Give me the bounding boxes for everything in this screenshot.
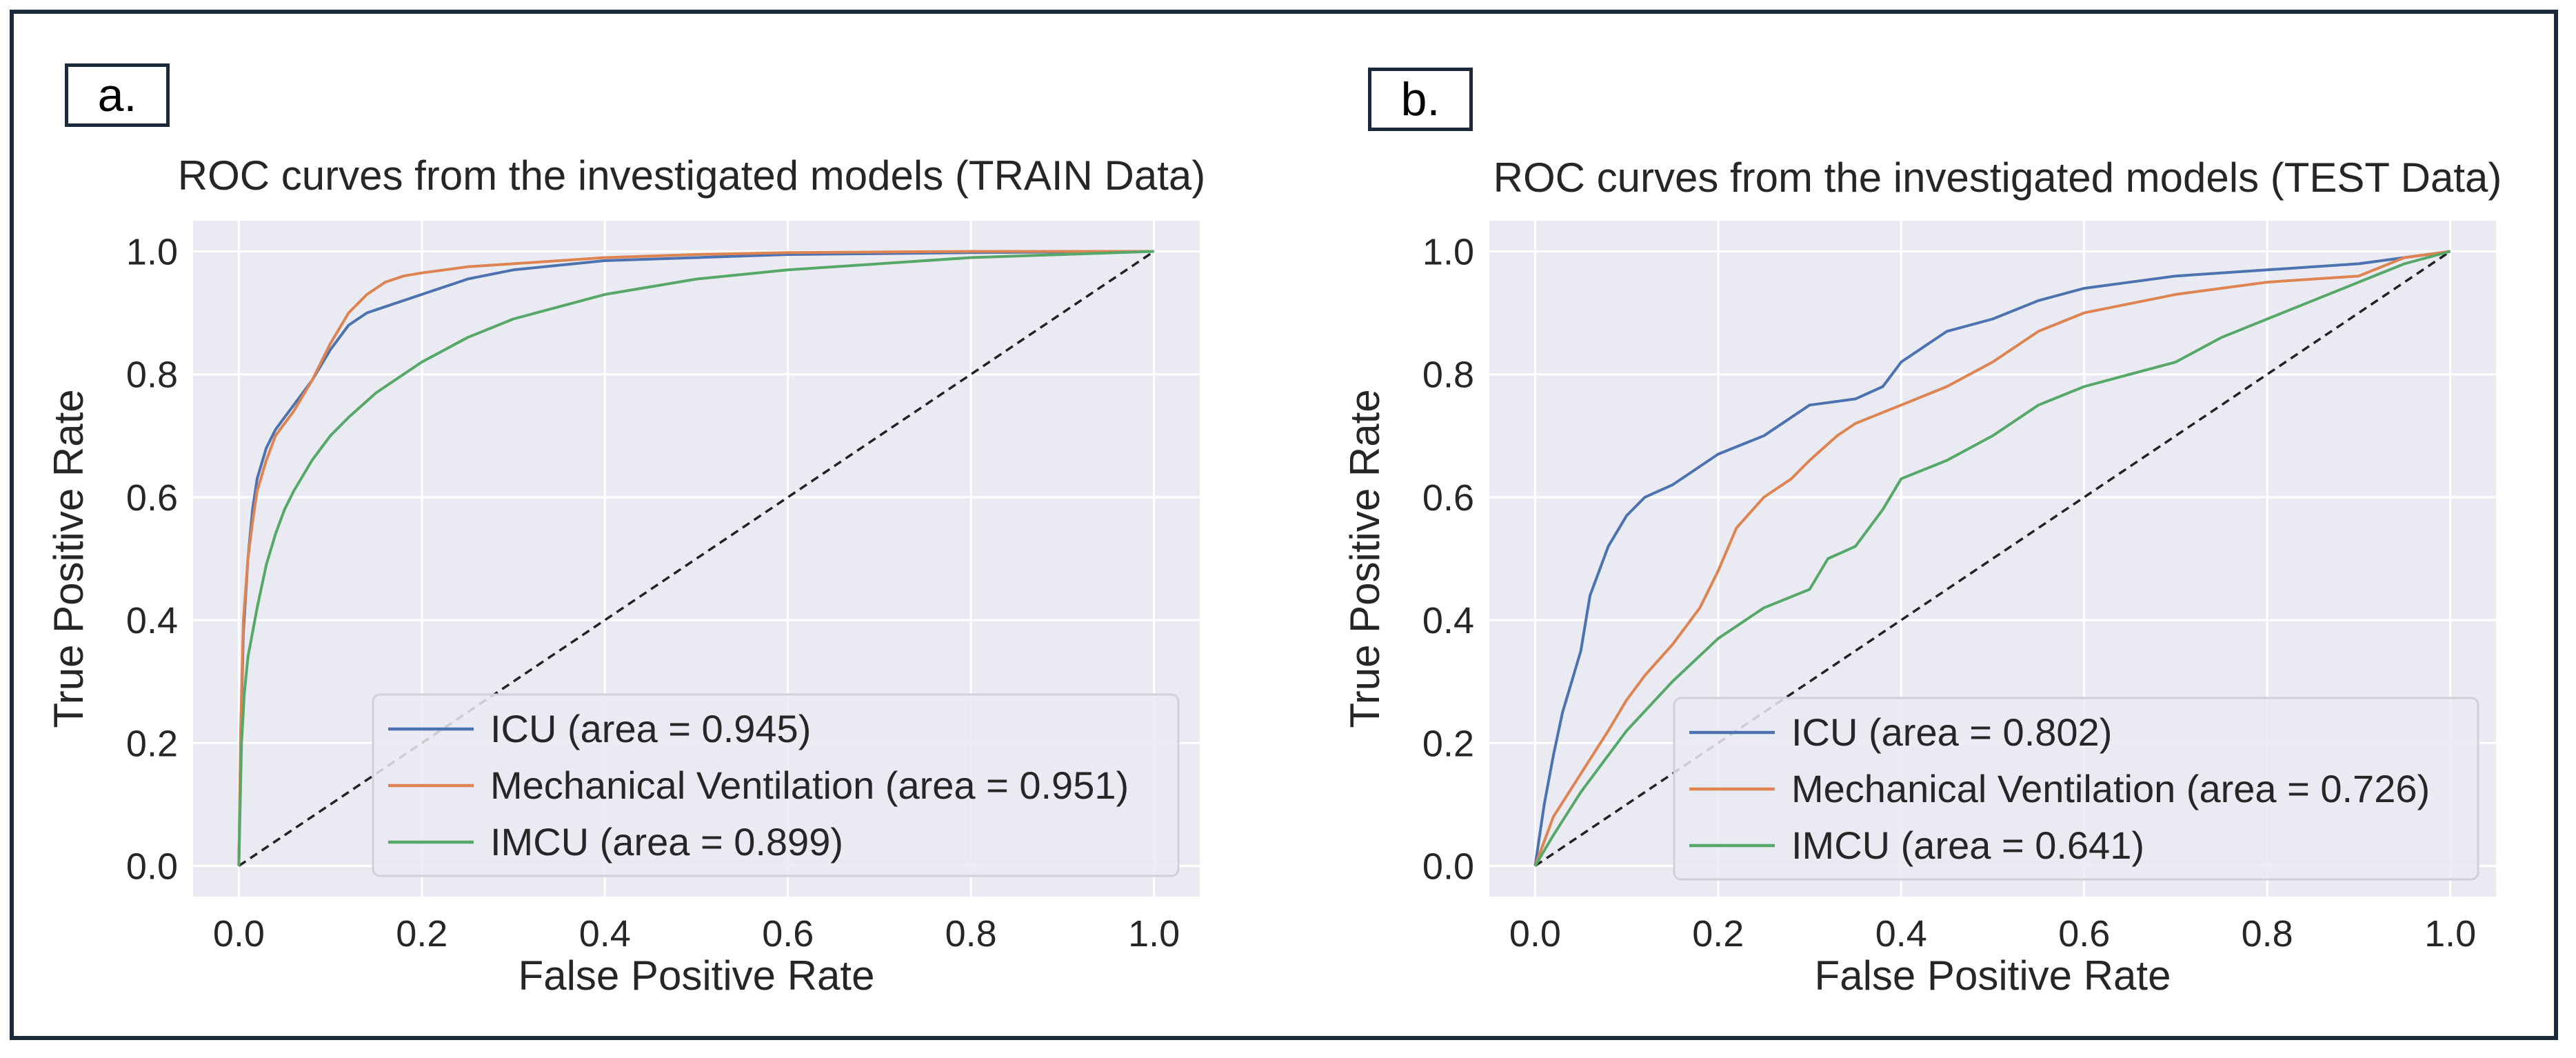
- figure-border: [10, 10, 2558, 1040]
- roc-curve-a-2: [237, 250, 1154, 866]
- x-tick-label-b: 0.8: [2242, 913, 2293, 955]
- x-tick-label-a: 1.0: [1128, 913, 1180, 955]
- y-tick-label-b: 0.2: [1422, 723, 1474, 764]
- y-tick-label-a: 0.6: [126, 477, 178, 519]
- x-tick-label-b: 0.6: [2058, 913, 2110, 955]
- chart-title-b: ROC curves from the investigated models …: [1493, 154, 2502, 201]
- y-tick-label-a: 0.8: [126, 355, 178, 396]
- y-tick-label-a: 0.4: [126, 600, 178, 641]
- x-tick-label-b: 0.0: [1509, 913, 1561, 955]
- y-axis-label-a: True Positive Rate: [46, 389, 92, 728]
- roc-curve-b-1: [1533, 250, 2451, 867]
- legend-label-b-2: IMCU (area = 0.641): [1791, 824, 2144, 867]
- panel-label-b: b.: [1368, 68, 1473, 131]
- legend-label-a-1: Mechanical Ventilation (area = 0.951): [490, 763, 1129, 807]
- legend-box-a: [372, 693, 1180, 877]
- y-tick-label-b: 0.8: [1422, 355, 1474, 396]
- x-axis-label-b: False Positive Rate: [1815, 952, 2171, 999]
- legend-box-b: [1673, 697, 2479, 881]
- roc-curve-a-1: [237, 250, 1154, 866]
- x-tick-label-a: 0.0: [213, 913, 265, 955]
- x-tick-label-a: 0.4: [579, 913, 631, 955]
- x-tick-label-b: 0.2: [1692, 913, 1744, 955]
- legend-label-b-1: Mechanical Ventilation (area = 0.726): [1791, 767, 2430, 810]
- legend-label-a-2: IMCU (area = 0.899): [490, 820, 843, 864]
- y-tick-label-a: 1.0: [126, 232, 178, 273]
- x-tick-label-b: 0.4: [1875, 913, 1927, 955]
- x-tick-label-a: 0.8: [945, 913, 997, 955]
- x-tick-label-a: 0.2: [396, 913, 447, 955]
- chart-title-a: ROC curves from the investigated models …: [178, 152, 1205, 199]
- roc-curve-b-2: [1533, 250, 2451, 867]
- legend-label-b-0: ICU (area = 0.802): [1791, 710, 2112, 754]
- y-tick-label-a: 0.0: [126, 846, 178, 887]
- y-tick-label-b: 0.4: [1422, 600, 1474, 641]
- x-tick-label-a: 0.6: [762, 913, 814, 955]
- legend-label-a-0: ICU (area = 0.945): [490, 707, 811, 750]
- y-tick-label-b: 0.0: [1422, 846, 1474, 887]
- x-axis-label-a: False Positive Rate: [519, 952, 875, 999]
- y-tick-label-b: 1.0: [1422, 232, 1474, 273]
- x-tick-label-b: 1.0: [2424, 913, 2476, 955]
- panel-label-a: a.: [65, 63, 170, 127]
- roc-curve-b-0: [1533, 250, 2451, 866]
- y-axis-label-b: True Positive Rate: [1342, 389, 1388, 728]
- y-tick-label-b: 0.6: [1422, 477, 1474, 519]
- y-tick-label-a: 0.2: [126, 723, 178, 764]
